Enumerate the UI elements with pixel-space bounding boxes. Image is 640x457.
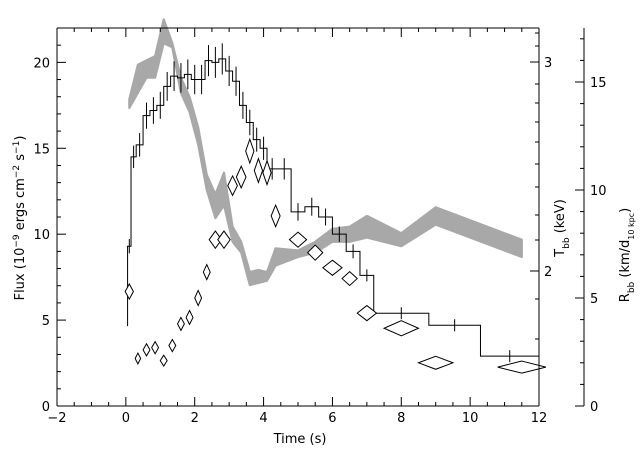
radius-point bbox=[202, 263, 211, 281]
x-tick-label: 10 bbox=[462, 411, 479, 426]
x-tick-label: −2 bbox=[47, 411, 66, 426]
radius-point bbox=[176, 316, 185, 332]
radius-point bbox=[168, 338, 177, 353]
radius-point bbox=[382, 320, 420, 337]
flux-light-curve bbox=[127, 43, 539, 363]
x-axis-label: Time (s) bbox=[273, 432, 327, 447]
radius-tick-label: 5 bbox=[590, 292, 598, 307]
radius-point bbox=[134, 351, 142, 365]
radius-tick-label: 10 bbox=[590, 184, 607, 199]
radius-point bbox=[159, 354, 168, 367]
x-tick-label: 4 bbox=[259, 411, 267, 426]
radius-point bbox=[227, 174, 238, 197]
radius-point bbox=[497, 360, 547, 374]
flux-tick-label: 5 bbox=[42, 314, 50, 329]
x-tick-label: 8 bbox=[397, 411, 405, 426]
temperature-tick-label: 2 bbox=[544, 265, 552, 280]
radius-point bbox=[217, 230, 231, 250]
flux-step-line bbox=[127, 58, 539, 357]
y-axis-label-flux: Flux (10−9 ergs cm−2 s−1) bbox=[12, 136, 28, 301]
x-tick-label: 12 bbox=[531, 411, 548, 426]
temperature-tick-label: 3 bbox=[544, 56, 552, 71]
radius-point bbox=[142, 342, 151, 357]
radius-point bbox=[356, 304, 378, 322]
radius-points bbox=[124, 137, 547, 374]
y-axis-label-radius: Rbb (km/d10 kpc) bbox=[618, 208, 637, 302]
y-axis-label-temperature: Tbb (keV) bbox=[553, 199, 572, 258]
radius-tick-label: 15 bbox=[590, 76, 607, 91]
radius-point bbox=[245, 137, 255, 165]
temperature-band bbox=[128, 18, 523, 287]
radius-point bbox=[235, 165, 247, 190]
radius-point bbox=[185, 309, 194, 326]
x-tick-label: 2 bbox=[191, 411, 199, 426]
radius-point bbox=[262, 159, 272, 187]
radius-point bbox=[253, 157, 264, 184]
x-tick-label: 0 bbox=[122, 411, 130, 426]
radius-point bbox=[341, 270, 358, 287]
radius-point bbox=[151, 340, 160, 355]
radius-point bbox=[270, 203, 281, 229]
flux-tick-label: 0 bbox=[42, 400, 50, 415]
radius-point bbox=[321, 259, 343, 276]
x-tick-label: 6 bbox=[328, 411, 336, 426]
radius-point bbox=[306, 244, 324, 261]
radius-point bbox=[288, 231, 308, 248]
radius-point bbox=[417, 355, 455, 370]
temperature-band-area bbox=[128, 18, 523, 287]
flux-tick-label: 10 bbox=[33, 228, 50, 243]
flux-tick-label: 20 bbox=[33, 56, 50, 71]
flux-tick-label: 15 bbox=[33, 142, 50, 157]
radius-tick-label: 0 bbox=[590, 400, 598, 415]
radius-point bbox=[124, 282, 135, 301]
radius-point bbox=[194, 289, 203, 307]
